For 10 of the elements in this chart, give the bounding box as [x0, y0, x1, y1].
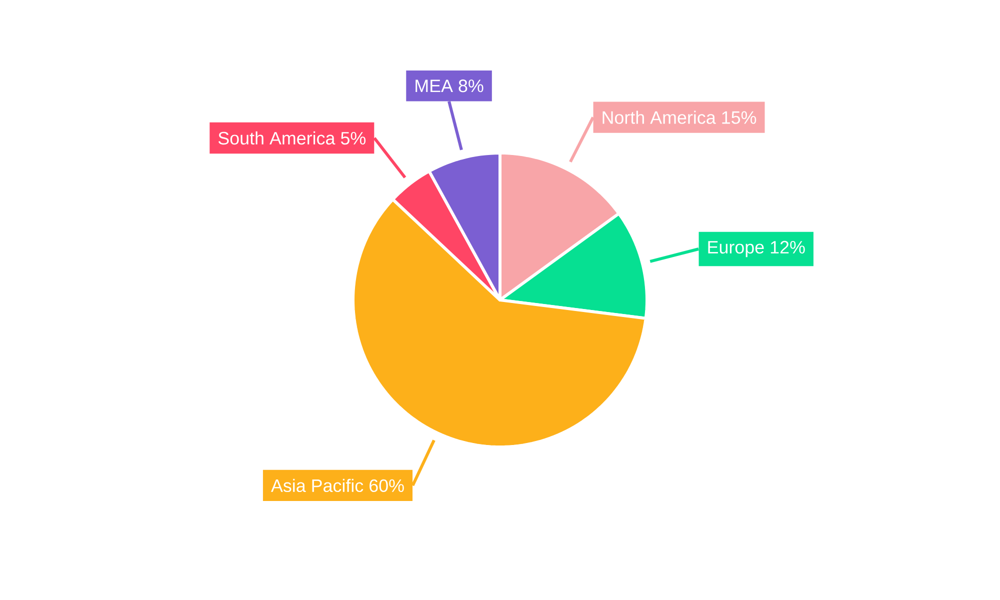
slice-label: Asia Pacific: [270, 478, 364, 492]
data-label: 5%: [340, 132, 366, 145]
slice-label: North America: [602, 110, 716, 124]
data-label: 8%: [458, 80, 484, 92]
slice-label: South America: [218, 131, 336, 145]
slice-label: MEA: [416, 80, 453, 92]
data-label: 60%: [370, 479, 404, 492]
slice-label: Europe: [708, 241, 764, 258]
data-label: 12%: [770, 240, 805, 254]
data-label: 15%: [722, 111, 756, 124]
